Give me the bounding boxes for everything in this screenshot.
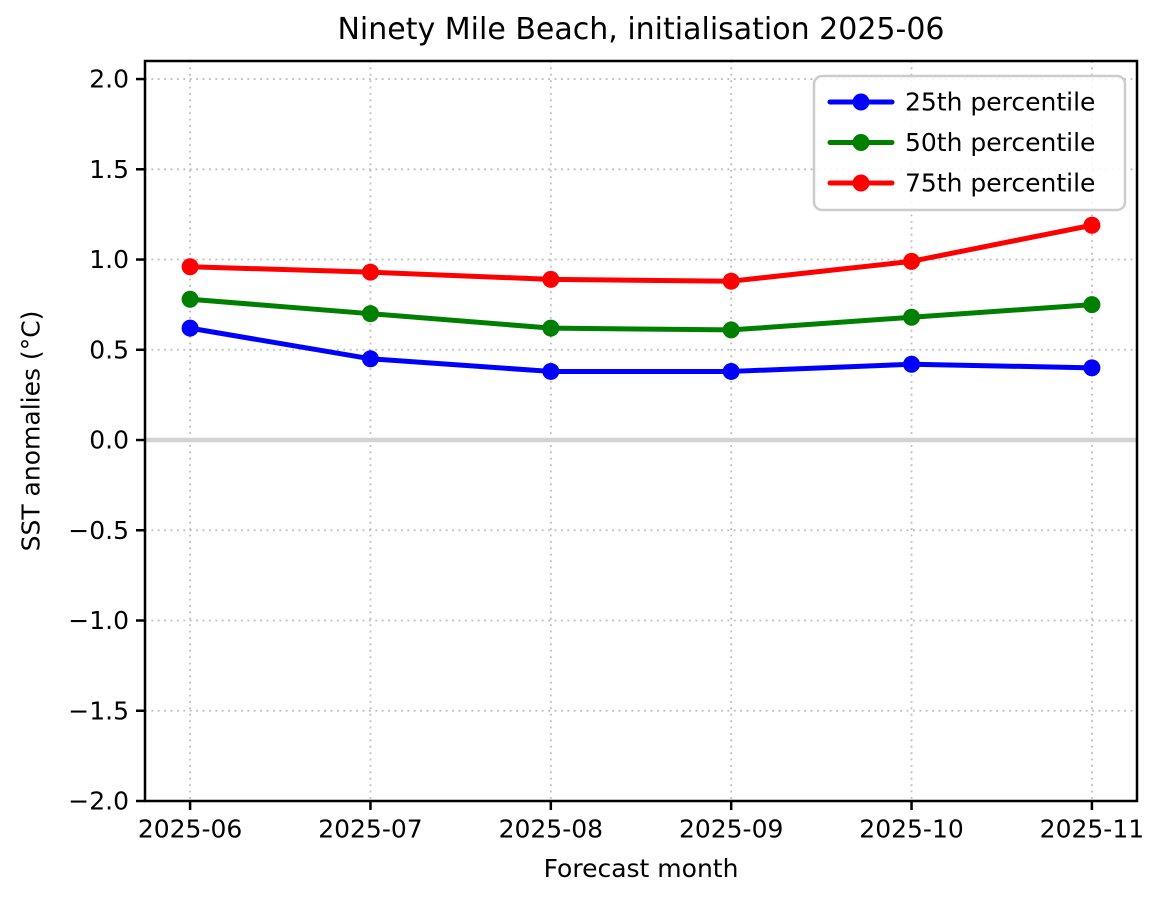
data-point-50th-percentile bbox=[903, 308, 921, 326]
legend-box bbox=[812, 74, 1127, 212]
data-point-50th-percentile bbox=[361, 305, 379, 323]
y-tick-label: −2.0 bbox=[68, 787, 129, 816]
y-tick-label: 0.0 bbox=[89, 426, 129, 455]
data-point-25th-percentile bbox=[722, 362, 740, 380]
legend-label-25th-percentile: 25th percentile bbox=[905, 88, 1095, 117]
data-point-25th-percentile bbox=[361, 350, 379, 368]
data-point-50th-percentile bbox=[1083, 296, 1101, 314]
x-tick-label: 2025-08 bbox=[499, 814, 603, 843]
data-point-75th-percentile bbox=[181, 258, 199, 276]
data-point-75th-percentile bbox=[542, 270, 560, 288]
data-point-50th-percentile bbox=[181, 290, 199, 308]
legend-label-75th-percentile: 75th percentile bbox=[905, 169, 1095, 198]
series-line-50th-percentile bbox=[187, 296, 1095, 333]
y-tick-label: −0.5 bbox=[68, 516, 129, 545]
chart-title: Ninety Mile Beach, initialisation 2025-0… bbox=[337, 12, 945, 47]
x-axis-label: Forecast month bbox=[543, 854, 739, 883]
data-point-75th-percentile bbox=[722, 272, 740, 290]
series-line-75th-percentile bbox=[187, 222, 1095, 284]
data-point-75th-percentile bbox=[361, 263, 379, 281]
data-point-50th-percentile bbox=[542, 319, 560, 337]
legend-label-50th-percentile: 50th percentile bbox=[905, 128, 1095, 157]
legend-marker-25th-percentile bbox=[852, 93, 870, 111]
y-tick-label: 1.5 bbox=[89, 155, 129, 184]
legend-marker-75th-percentile bbox=[852, 174, 870, 192]
axes-frame bbox=[143, 59, 1139, 803]
data-point-25th-percentile bbox=[181, 319, 199, 337]
data-point-25th-percentile bbox=[542, 362, 560, 380]
x-tick-label: 2025-10 bbox=[859, 814, 963, 843]
data-point-25th-percentile bbox=[1083, 359, 1101, 377]
y-tick-label: −1.5 bbox=[68, 696, 129, 725]
x-tick-label: 2025-11 bbox=[1040, 814, 1144, 843]
y-tick-label: 1.0 bbox=[89, 245, 129, 274]
data-point-75th-percentile bbox=[903, 252, 921, 270]
y-tick-label: 0.5 bbox=[89, 335, 129, 364]
x-tick-label: 2025-06 bbox=[138, 814, 242, 843]
y-tick-label: −1.0 bbox=[68, 606, 129, 635]
series-line-25th-percentile bbox=[187, 325, 1095, 374]
legend-marker-50th-percentile bbox=[852, 134, 870, 151]
x-tick-label: 2025-07 bbox=[318, 814, 422, 843]
data-point-25th-percentile bbox=[903, 355, 921, 373]
data-point-50th-percentile bbox=[722, 321, 740, 339]
data-point-75th-percentile bbox=[1083, 216, 1101, 234]
x-tick-label: 2025-09 bbox=[679, 814, 783, 843]
y-tick-label: 2.0 bbox=[89, 65, 129, 94]
y-axis-label: SST anomalies (°C) bbox=[16, 310, 46, 552]
